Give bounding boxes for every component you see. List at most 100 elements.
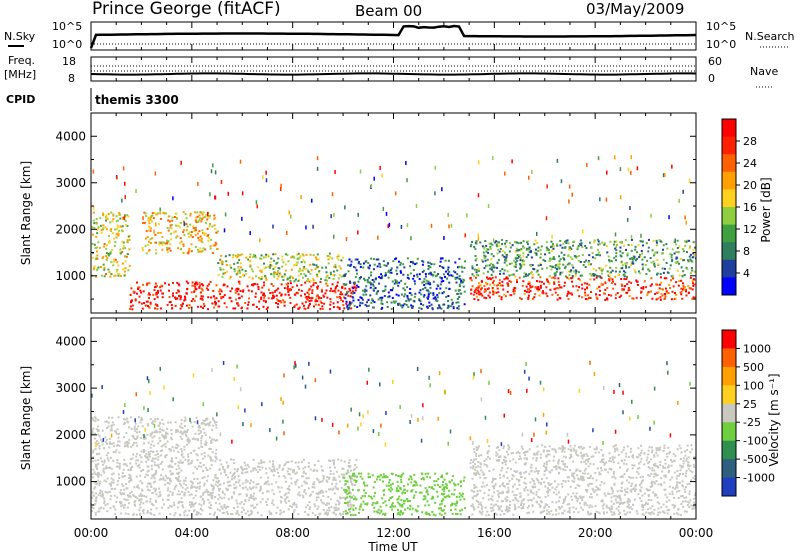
- power-cell: [234, 254, 237, 257]
- power-cell: [91, 256, 94, 259]
- velocity-cell: [663, 481, 666, 484]
- power-cell: [214, 241, 217, 244]
- velocity-cell: [217, 487, 220, 490]
- power-cell: [505, 276, 508, 279]
- power-cell: [535, 252, 538, 255]
- velocity-cell: [335, 470, 338, 473]
- velocity-cell: [406, 498, 409, 501]
- velocity-cell: [347, 488, 350, 491]
- velocity-cell: [564, 469, 567, 472]
- velocity-cell: [132, 453, 135, 456]
- power-cell: [515, 247, 518, 250]
- velocity-cell: [672, 486, 675, 489]
- power-cell: [307, 296, 310, 299]
- power-cell: [166, 242, 169, 245]
- velocity-cell: [167, 421, 170, 424]
- power-cell: [195, 216, 198, 219]
- power-cell: [215, 231, 218, 234]
- power-cell: [506, 290, 509, 293]
- power-cell: [211, 302, 214, 305]
- power-cell: [380, 307, 383, 310]
- power-cell: [98, 246, 101, 249]
- velocity-cell: [666, 512, 669, 515]
- velocity-cell: [194, 466, 197, 469]
- velocity-cell: [190, 505, 193, 508]
- power-cell: [334, 266, 337, 269]
- velocity-cell: [208, 447, 211, 450]
- velocity-cell: [235, 481, 238, 484]
- power-cell: [693, 283, 696, 286]
- velocity-cell: [123, 498, 126, 501]
- power-cell: [338, 296, 341, 299]
- power-cell: [336, 296, 339, 299]
- velocity-cell: [456, 513, 459, 516]
- power-cell: [579, 260, 582, 263]
- velocity-cell: [196, 454, 199, 457]
- power-cell: [232, 254, 235, 257]
- power-cell: [592, 267, 595, 270]
- velocity-cell: [140, 460, 143, 463]
- power-cell: [374, 287, 377, 290]
- power-cell: [342, 303, 345, 306]
- power-cell: [529, 264, 532, 267]
- power-cell: [289, 279, 292, 282]
- velocity-cell: [402, 502, 405, 505]
- power-cell: [636, 283, 639, 286]
- power-cell: [620, 261, 623, 264]
- power-cell: [363, 279, 366, 282]
- power-cell: [406, 276, 409, 279]
- power-cell: [380, 302, 383, 305]
- power-cell: [269, 261, 272, 264]
- power-cell: [682, 270, 685, 273]
- velocity-cell: [427, 504, 430, 507]
- velocity-cell: [360, 472, 363, 475]
- power-cell: [526, 240, 529, 243]
- velocity-cell: [217, 481, 220, 484]
- velocity-cell: [443, 495, 446, 498]
- power-cell: [477, 193, 480, 198]
- power-cell: [220, 297, 223, 300]
- velocity-cell: [257, 482, 260, 485]
- power-cell: [260, 296, 263, 299]
- velocity-cell: [324, 513, 327, 516]
- velocity-cell: [314, 505, 317, 508]
- velocity-cell: [184, 430, 187, 433]
- velocity-cell: [575, 449, 578, 452]
- velocity-cell: [357, 511, 360, 514]
- power-cell: [292, 255, 295, 258]
- power-cell: [263, 267, 266, 270]
- power-cell: [605, 264, 608, 267]
- power-cell: [418, 298, 421, 301]
- velocity-cell: [272, 492, 275, 495]
- velocity-cell: [294, 481, 297, 484]
- power-cell: [545, 249, 548, 252]
- power-cell: [448, 287, 451, 290]
- power-cell: [505, 264, 508, 267]
- power-cell: [302, 254, 305, 257]
- power-cell: [154, 307, 157, 310]
- power-cell: [546, 247, 549, 250]
- power-cell: [614, 293, 617, 296]
- power-cell: [320, 297, 323, 300]
- velocity-cell: [541, 510, 544, 513]
- power-cell: [119, 252, 122, 255]
- power-cell: [406, 178, 408, 183]
- power-cell: [534, 248, 537, 251]
- power-cell: [530, 272, 533, 275]
- power-cell: [274, 265, 277, 268]
- velocity-cell: [105, 438, 108, 441]
- power-cell: [329, 300, 332, 303]
- velocity-cell: [118, 477, 121, 480]
- power-cell: [294, 293, 297, 296]
- velocity-cell: [145, 460, 148, 463]
- power-cell: [259, 238, 261, 243]
- velocity-cell: [170, 432, 173, 435]
- power-cell: [530, 250, 533, 253]
- velocity-cell: [97, 510, 100, 513]
- power-cell: [355, 269, 358, 272]
- power-cell: [281, 255, 284, 258]
- power-cell: [230, 266, 233, 269]
- power-cell: [183, 222, 186, 227]
- velocity-cell: [268, 510, 271, 513]
- power-cell: [105, 216, 108, 219]
